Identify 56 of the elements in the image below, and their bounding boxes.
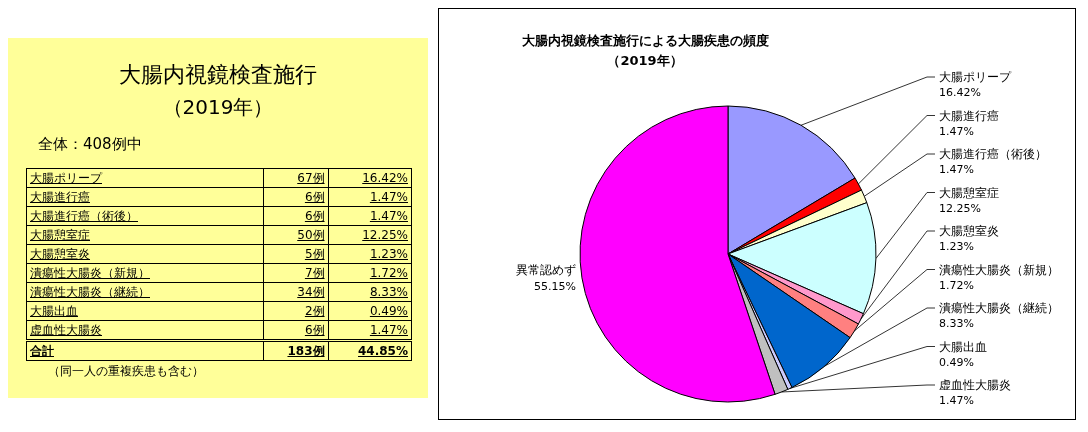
category-label: 大腸ポリープ <box>26 168 264 188</box>
text: 183例 <box>263 340 329 361</box>
text: 合計 <box>26 340 264 361</box>
text: 全体：408例中 <box>38 135 143 154</box>
slice-label: 潰瘍性大腸炎（継続） <box>939 301 1059 315</box>
category-label: 虚血性大腸炎 <box>26 320 264 341</box>
slice-label: 大腸ポリープ <box>939 70 1012 84</box>
data-label: 1.23% <box>939 240 974 253</box>
category-label: 大腸憩室炎 <box>26 244 264 264</box>
data-label: 1.47% <box>939 124 974 138</box>
data-label: 50例 <box>263 225 329 245</box>
data-label: 0.49% <box>939 355 974 369</box>
data-label: 16.42% <box>328 168 412 188</box>
data-label: 6例 <box>263 187 329 207</box>
data-label: 1.47% <box>328 206 412 226</box>
text: （2019年） <box>161 94 275 121</box>
slice-label: 大腸憩室炎 <box>939 224 999 238</box>
category-label: 大腸進行癌 <box>26 187 264 207</box>
category-label: 大腸進行癌（術後） <box>26 206 264 226</box>
text: 大腸内視鏡検査施行 <box>118 61 318 89</box>
text: 44.85% <box>328 340 412 361</box>
text: （同一人の重複疾患も含む） <box>48 363 205 380</box>
data-label: 6例 <box>263 320 329 341</box>
data-label: 1.47% <box>328 320 412 341</box>
data-label: 1.47% <box>328 187 412 207</box>
data-label: 34例 <box>263 282 329 302</box>
slice-label: 大腸進行癌 <box>939 108 999 123</box>
data-label: 1.47% <box>939 163 974 176</box>
slice-label: 大腸憩室症 <box>939 185 999 200</box>
data-label: 1.23% <box>328 244 412 264</box>
data-label: 7例 <box>263 263 329 283</box>
slice-label: 大腸出血 <box>939 339 987 354</box>
data-label: 2例 <box>263 301 329 321</box>
data-label: 1.72% <box>939 278 974 292</box>
data-label: 12.25% <box>328 225 412 245</box>
slice-label: 虚血性大腸炎 <box>939 378 1011 392</box>
data-label: 67例 <box>263 168 329 188</box>
category-label: 大腸憩室症 <box>26 225 264 245</box>
data-label: 5例 <box>263 244 329 264</box>
data-label: 1.72% <box>328 263 412 283</box>
data-label: 12.25% <box>939 201 981 215</box>
data-label: 8.33% <box>328 282 412 302</box>
slice-label: 大腸進行癌（術後） <box>939 147 1047 161</box>
data-label: 1.47% <box>939 394 974 407</box>
chart-subtitle: （2019年） <box>607 53 683 68</box>
data-label: 8.33% <box>939 317 974 330</box>
data-label: 0.49% <box>328 301 412 321</box>
data-label: 16.42% <box>939 86 981 99</box>
slice-label: 異常認めず <box>515 263 576 277</box>
category-label: 潰瘍性大腸炎（継続） <box>26 282 264 302</box>
data-label: 6例 <box>263 206 329 226</box>
category-label: 大腸出血 <box>26 301 264 321</box>
chart-title: 大腸内視鏡検査施行による大腸疾患の頻度 <box>521 33 769 48</box>
slice-label: 潰瘍性大腸炎（新規） <box>939 262 1059 277</box>
data-label: 55.15% <box>533 280 576 293</box>
category-label: 潰瘍性大腸炎（新規） <box>26 263 264 283</box>
